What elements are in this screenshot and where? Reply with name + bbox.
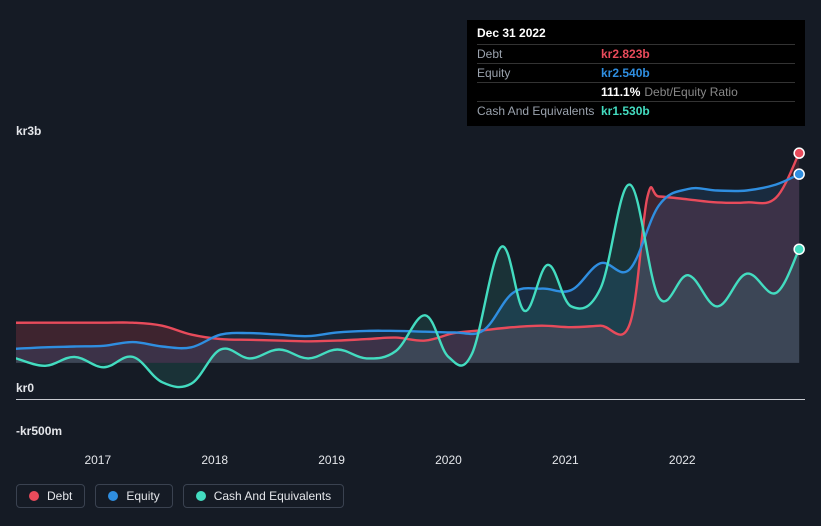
series-endpoint-equity — [794, 169, 804, 179]
tooltip-label: Equity — [477, 66, 601, 80]
legend-dot-icon — [108, 491, 118, 501]
x-axis-label: 2020 — [435, 453, 462, 467]
tooltip-value: kr2.540b — [601, 66, 650, 80]
legend-dot-icon — [196, 491, 206, 501]
x-axis-label: 2018 — [201, 453, 228, 467]
tooltip-date: Dec 31 2022 — [477, 26, 795, 40]
series-endpoint-cash — [794, 244, 804, 254]
x-axis-label: 2017 — [84, 453, 111, 467]
chart-tooltip: Dec 31 2022Debtkr2.823bEquitykr2.540b111… — [467, 20, 805, 126]
tooltip-row: Debtkr2.823b — [477, 44, 795, 63]
tooltip-value: kr1.530b — [601, 104, 650, 118]
legend: Debt Equity Cash And Equivalents — [16, 484, 344, 508]
x-axis-label: 2019 — [318, 453, 345, 467]
tooltip-row: Equitykr2.540b — [477, 63, 795, 82]
legend-label: Equity — [126, 489, 159, 503]
series-endpoint-debt — [794, 148, 804, 158]
x-axis-label: 2022 — [669, 453, 696, 467]
tooltip-label: Cash And Equivalents — [477, 104, 601, 118]
tooltip-sublabel: Debt/Equity Ratio — [644, 85, 737, 99]
legend-label: Debt — [47, 489, 72, 503]
tooltip-label: Debt — [477, 47, 601, 61]
tooltip-row: Cash And Equivalentskr1.530b — [477, 101, 795, 120]
legend-label: Cash And Equivalents — [214, 489, 331, 503]
tooltip-row: 111.1% Debt/Equity Ratio — [477, 82, 795, 101]
legend-item-cash[interactable]: Cash And Equivalents — [183, 484, 344, 508]
legend-dot-icon — [29, 491, 39, 501]
tooltip-value: kr2.823b — [601, 47, 650, 61]
legend-item-debt[interactable]: Debt — [16, 484, 85, 508]
legend-item-equity[interactable]: Equity — [95, 484, 172, 508]
x-axis-label: 2021 — [552, 453, 579, 467]
tooltip-label — [477, 85, 601, 99]
tooltip-value: 111.1% — [601, 85, 640, 99]
